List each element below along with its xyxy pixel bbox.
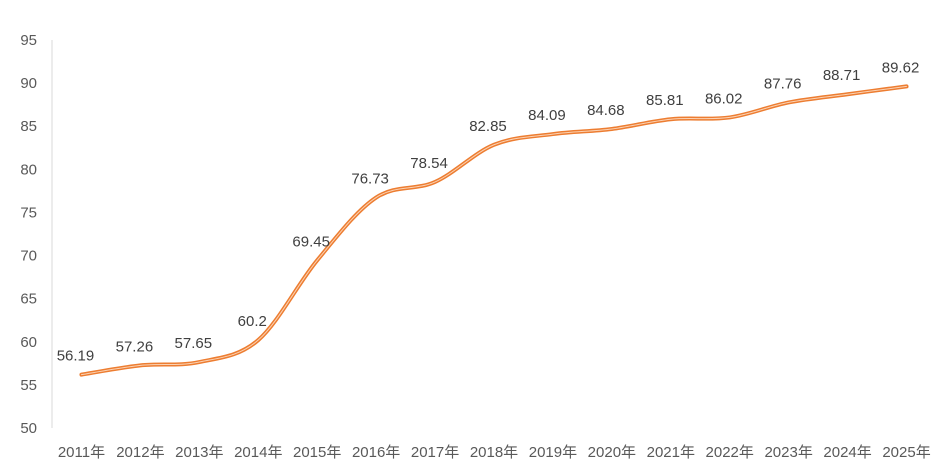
y-tick-label: 90 [20, 75, 37, 92]
x-axis-tick-labels: 2011年 2012年 2013年 2014年 2015年 2016年 2017年 2018年… [58, 444, 931, 461]
x-tick-label: 2018年 [470, 444, 518, 461]
data-label: 78.54 [410, 155, 448, 172]
y-tick-label: 70 [20, 248, 37, 265]
data-label: 85.81 [646, 92, 684, 109]
x-tick-label: 2014年 [234, 444, 282, 461]
data-label: 69.45 [292, 233, 330, 250]
y-tick-label: 85 [20, 118, 37, 135]
y-axis-tick-labels: 50 55 60 65 70 75 80 85 90 95 [20, 32, 37, 437]
x-tick-label: 2025年 [882, 444, 930, 461]
x-tick-label: 2017年 [411, 444, 459, 461]
x-tick-label: 2011年 [58, 444, 105, 461]
y-tick-label: 55 [20, 377, 37, 394]
data-label: 57.26 [116, 338, 154, 355]
x-tick-label: 2016年 [352, 444, 400, 461]
data-label: 84.68 [587, 102, 625, 119]
y-tick-label: 80 [20, 161, 37, 178]
y-tick-label: 50 [20, 420, 37, 437]
y-tick-label: 95 [20, 32, 37, 49]
x-tick-label: 2024年 [823, 444, 871, 461]
x-tick-label: 2012年 [116, 444, 164, 461]
data-label: 56.19 [57, 348, 95, 365]
x-tick-label: 2021年 [647, 444, 695, 461]
data-label: 57.65 [175, 335, 213, 352]
series-line-highlight [80, 85, 908, 376]
data-labels: 56.19 57.26 57.65 60.2 69.45 76.73 78.54 82.85 8… [57, 59, 920, 364]
y-tick-label: 65 [20, 291, 37, 308]
x-tick-label: 2020年 [588, 444, 636, 461]
x-tick-label: 2023年 [764, 444, 812, 461]
series-layer [79, 84, 909, 377]
data-label: 88.71 [823, 67, 861, 84]
data-label: 84.09 [528, 107, 566, 124]
data-label: 76.73 [351, 171, 389, 188]
data-label: 89.62 [882, 59, 920, 76]
x-tick-label: 2013年 [175, 444, 223, 461]
x-tick-label: 2019年 [529, 444, 577, 461]
data-label: 60.2 [238, 313, 267, 330]
x-tick-label: 2015年 [293, 444, 341, 461]
data-label: 82.85 [469, 118, 507, 135]
data-label: 87.76 [764, 75, 802, 92]
data-label: 86.02 [705, 90, 743, 107]
y-tick-label: 60 [20, 334, 37, 351]
y-tick-label: 75 [20, 204, 37, 221]
x-tick-label: 2022年 [706, 444, 754, 461]
